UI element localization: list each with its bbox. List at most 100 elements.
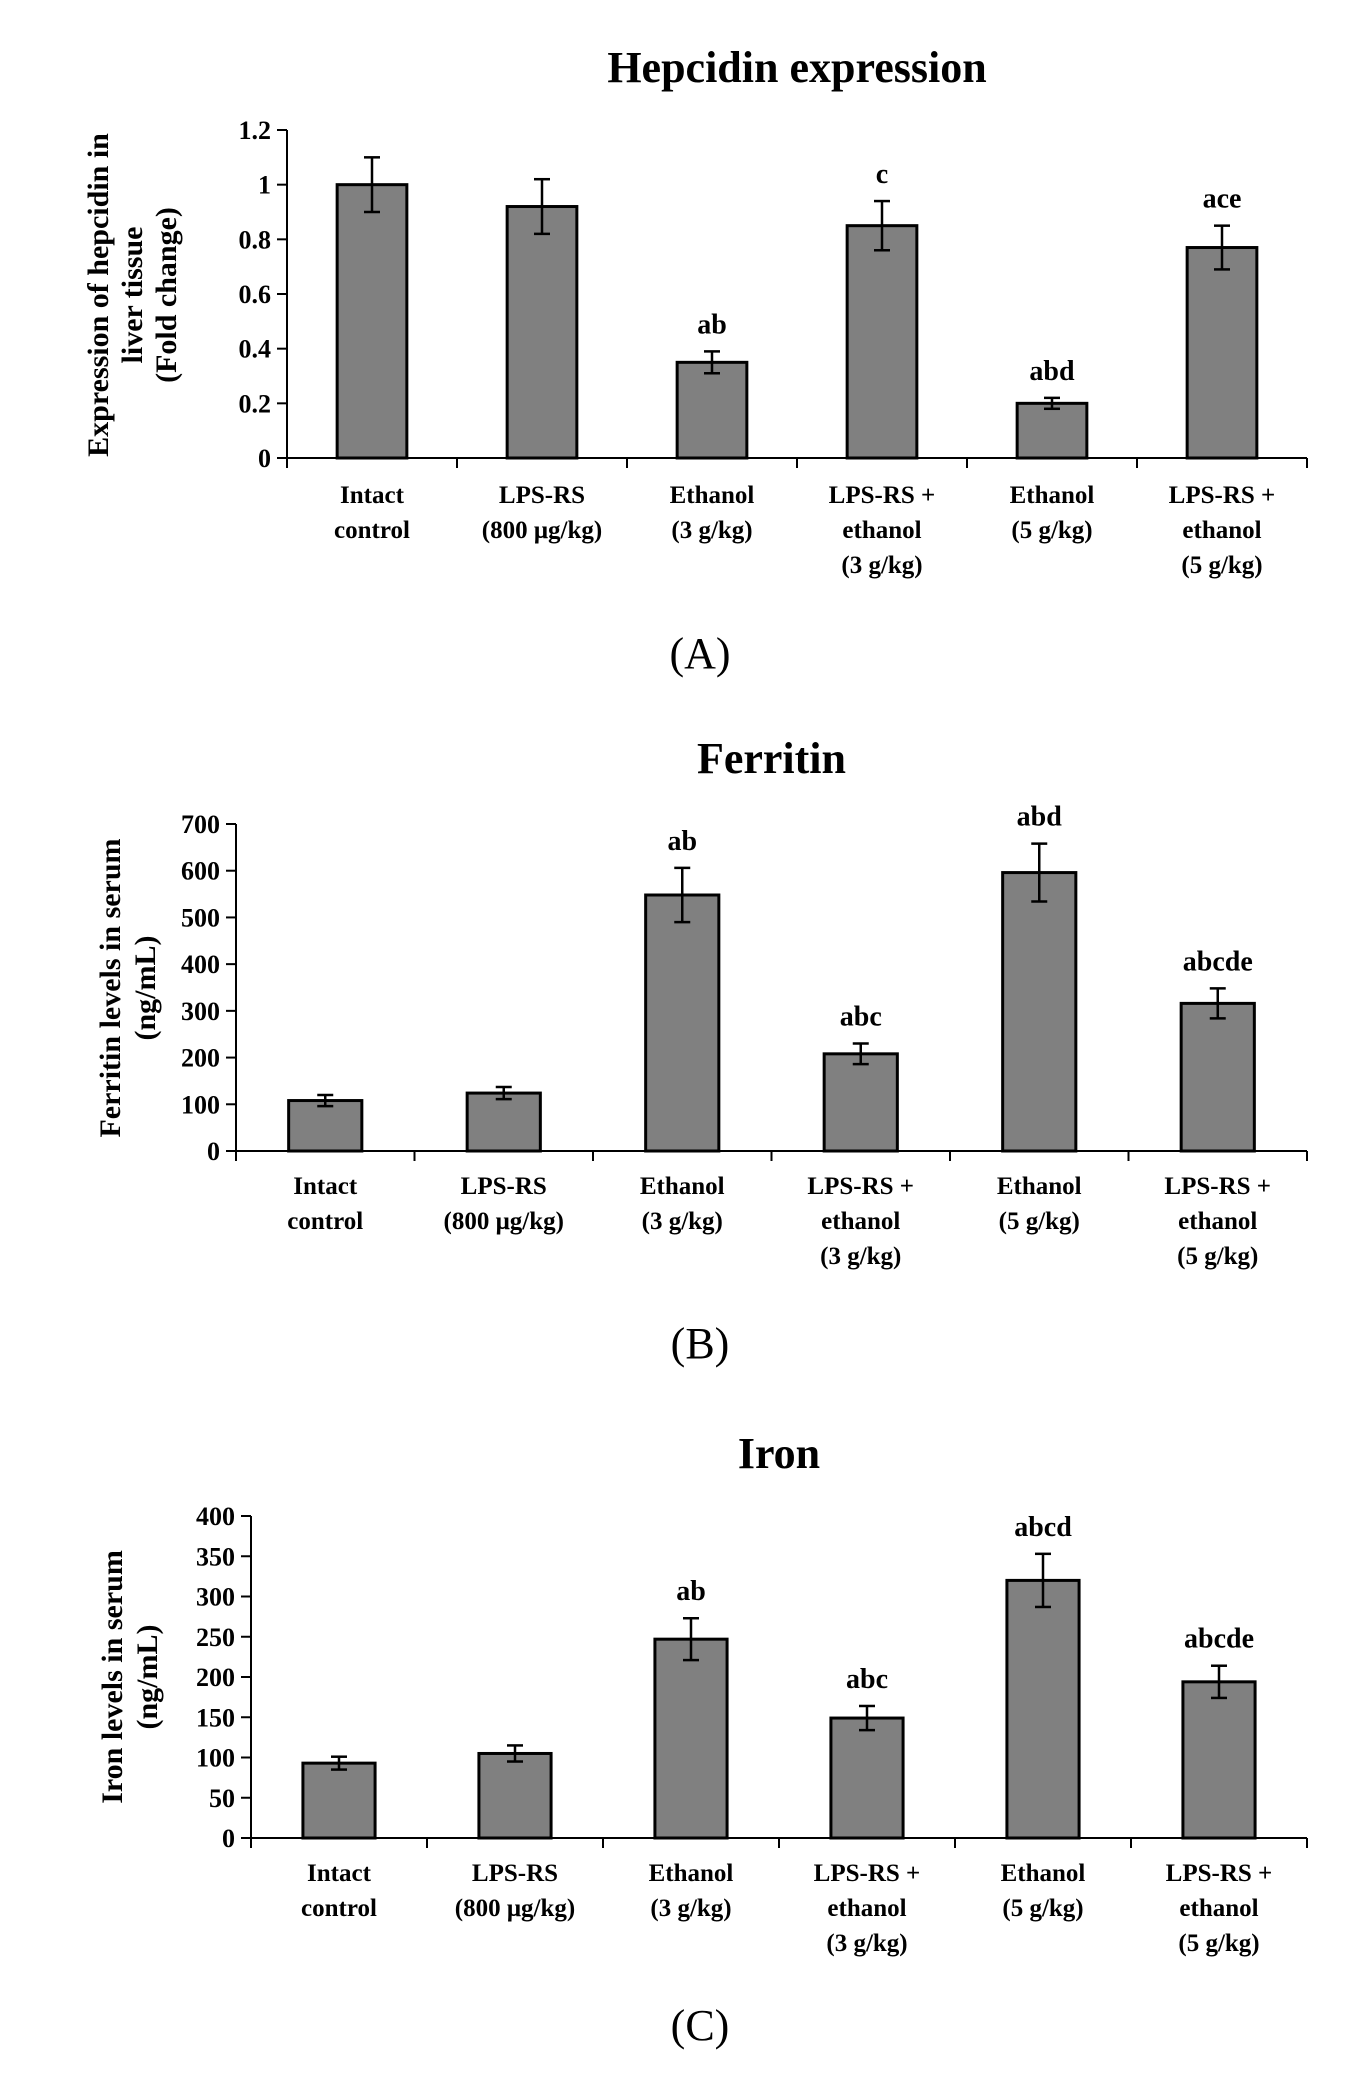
significance-label: abcde <box>1184 1624 1254 1655</box>
y-tick-label: 300 <box>181 997 220 1026</box>
y-tick-label: 400 <box>181 950 220 979</box>
category-label: ethanol <box>1182 517 1261 544</box>
significance-label: abcde <box>1183 946 1253 977</box>
y-tick-label: 350 <box>196 1542 235 1571</box>
significance-label: ab <box>697 309 727 340</box>
bar <box>505 205 579 460</box>
category-label: Ethanol <box>997 1173 1082 1200</box>
bar <box>653 1637 729 1840</box>
category-label: control <box>287 1208 363 1235</box>
y-tick-label: 0.2 <box>239 389 272 418</box>
category-label: LPS-RS <box>472 1860 558 1887</box>
category-label: LPS-RS + <box>829 482 936 509</box>
y-axis-label: Expression of hepcidin in <box>82 133 115 457</box>
chart-title: Ferritin <box>697 734 846 783</box>
y-tick-label: 250 <box>196 1623 235 1652</box>
category-label: LPS-RS + <box>814 1860 921 1887</box>
y-tick-label: 0.6 <box>239 280 272 309</box>
category-label: Ethanol <box>1010 482 1095 509</box>
category-label: (800 μg/kg) <box>482 517 602 544</box>
significance-label: abd <box>1017 802 1063 833</box>
category-label: (5 g/kg) <box>1011 517 1092 544</box>
chart-title: Iron <box>738 1429 820 1478</box>
category-label: ethanol <box>1179 1895 1258 1922</box>
category-label: Ethanol <box>640 1173 725 1200</box>
bar <box>644 893 721 1153</box>
category-label: (3 g/kg) <box>650 1895 731 1922</box>
y-tick-label: 400 <box>196 1502 235 1531</box>
y-axis-label: (ng/mL) <box>129 936 162 1041</box>
significance-label: ab <box>667 826 697 857</box>
bar <box>845 224 919 460</box>
bar <box>287 1099 364 1153</box>
y-tick-label: 0 <box>222 1824 235 1853</box>
bar <box>465 1091 542 1153</box>
y-tick-label: 0.8 <box>239 225 272 254</box>
category-label: (800 μg/kg) <box>455 1895 575 1922</box>
category-label: control <box>334 517 410 544</box>
category-label: (3 g/kg) <box>826 1930 907 1957</box>
category-label: ethanol <box>1178 1208 1257 1235</box>
y-tick-label: 300 <box>196 1583 235 1612</box>
bar <box>1185 246 1259 460</box>
bar <box>335 183 409 460</box>
y-tick-label: 50 <box>209 1784 235 1813</box>
category-label: (3 g/kg) <box>671 517 752 544</box>
panel-label: (A) <box>669 629 730 678</box>
category-label: control <box>301 1895 377 1922</box>
category-label: LPS-RS + <box>1164 1173 1271 1200</box>
category-label: ethanol <box>842 517 921 544</box>
category-label: Intact <box>293 1173 358 1200</box>
bar <box>301 1761 377 1840</box>
category-label: LPS-RS <box>461 1173 547 1200</box>
y-axis-label: (ng/mL) <box>131 1625 164 1730</box>
category-label: LPS-RS + <box>1166 1860 1273 1887</box>
chart-panel-b: Ferritin Ferritin levels in serum (ng/mL) 0… <box>94 734 1308 1368</box>
significance-label: ace <box>1203 184 1242 215</box>
bar <box>675 360 749 460</box>
y-axis-label: liver tissue <box>116 227 149 364</box>
significance-label: abcd <box>1014 1512 1072 1543</box>
y-tick-label: 150 <box>196 1703 235 1732</box>
y-tick-label: 100 <box>181 1090 220 1119</box>
bar <box>829 1716 905 1840</box>
bar <box>1179 1001 1256 1153</box>
significance-label: abd <box>1029 356 1075 387</box>
category-label: LPS-RS + <box>807 1173 914 1200</box>
category-label: (3 g/kg) <box>820 1243 901 1270</box>
y-tick-label: 0 <box>258 444 271 473</box>
category-label: (3 g/kg) <box>841 552 922 579</box>
chart-title: Hepcidin expression <box>607 43 986 92</box>
chart-panel-c: Iron Iron levels in serum (ng/mL) 0 50 100 150… <box>96 1429 1308 2050</box>
significance-label: ab <box>676 1576 706 1607</box>
category-label: (5 g/kg) <box>1002 1895 1083 1922</box>
bar <box>1181 1680 1257 1840</box>
y-tick-label: 500 <box>181 903 220 932</box>
category-label: LPS-RS <box>499 482 585 509</box>
y-tick-label: 200 <box>196 1663 235 1692</box>
category-label: (5 g/kg) <box>1178 1930 1259 1957</box>
bar <box>477 1751 553 1840</box>
y-axis-label: (Fold change) <box>150 207 183 383</box>
significance-label: abc <box>846 1664 888 1695</box>
y-tick-label: 100 <box>196 1744 235 1773</box>
category-label: ethanol <box>821 1208 900 1235</box>
bar <box>1005 1578 1081 1840</box>
y-tick-label: 1.2 <box>239 116 272 145</box>
significance-label: c <box>876 159 888 190</box>
category-label: LPS-RS + <box>1169 482 1276 509</box>
category-label: Intact <box>340 482 405 509</box>
significance-label: abc <box>840 1002 882 1033</box>
y-tick-label: 0.4 <box>239 335 272 364</box>
y-tick-label: 700 <box>181 810 220 839</box>
panel-label: (B) <box>671 1319 730 1368</box>
bar <box>822 1052 899 1153</box>
category-label: Ethanol <box>649 1860 734 1887</box>
category-label: Intact <box>307 1860 372 1887</box>
y-tick-label: 200 <box>181 1044 220 1073</box>
y-axis-label: Iron levels in serum <box>96 1550 129 1804</box>
category-label: Ethanol <box>670 482 755 509</box>
bar <box>1001 871 1078 1153</box>
category-label: (5 g/kg) <box>1177 1243 1258 1270</box>
